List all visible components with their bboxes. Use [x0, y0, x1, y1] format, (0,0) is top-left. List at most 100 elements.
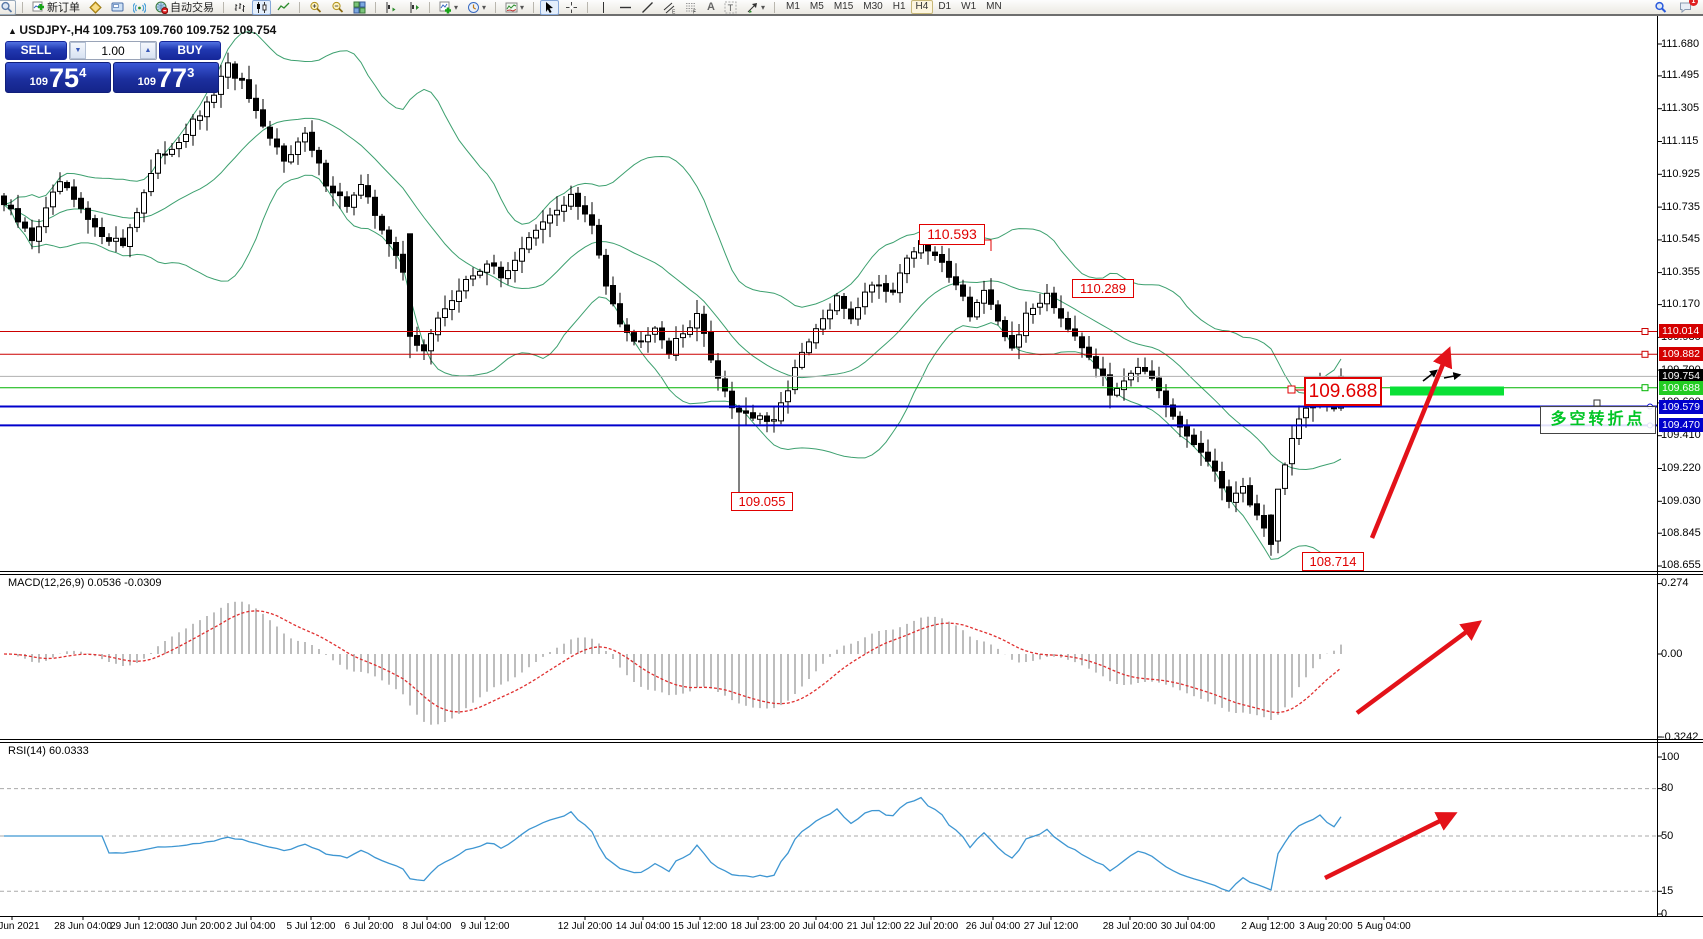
svg-text:F: F: [693, 9, 696, 14]
auto-scroll-icon: [386, 1, 396, 13]
red-trend-arrows[interactable]: [1324, 346, 1482, 881]
new-order-icon: [32, 1, 44, 11]
text-tool-button[interactable]: A: [704, 0, 718, 15]
market-watch-button[interactable]: [108, 0, 127, 15]
shapes-tool-button[interactable]: ▾: [743, 0, 768, 15]
timeframe-m30-button[interactable]: M30: [863, 1, 883, 12]
new-order-label: 新订单: [47, 2, 80, 14]
equidistant-channel-icon: E: [663, 2, 676, 14]
timeframe-d1-button[interactable]: D1: [938, 1, 952, 12]
periods-button[interactable]: ▾: [464, 0, 489, 15]
toolbar-separator: [587, 1, 589, 13]
symbol-quote-text: USDJPY-,H4 109.753 109.760 109.752 109.7…: [19, 23, 277, 37]
timeframe-m5-button[interactable]: M5: [809, 1, 824, 12]
tile-windows-icon: [353, 1, 366, 13]
axis-tick-marks: [11, 43, 1662, 920]
new-chart-button[interactable]: ▾: [436, 0, 461, 15]
timeframe-m1-button[interactable]: M1: [786, 1, 800, 12]
trendline-tool-button[interactable]: [638, 0, 657, 15]
volume-input[interactable]: [86, 42, 140, 59]
magnifier-icon: [1, 1, 13, 13]
timeframe-w1-button[interactable]: W1: [961, 1, 977, 12]
volume-increase-button[interactable]: ▲: [140, 42, 156, 59]
toolbar-separator: [495, 1, 497, 13]
chart-shift-icon: [410, 1, 419, 13]
sell-price-display[interactable]: 109 75 4: [5, 62, 111, 93]
chevron-down-icon: ▾: [761, 2, 766, 12]
timeframe-h4-button[interactable]: H4: [910, 0, 934, 14]
chevron-down-icon: ▾: [520, 2, 525, 12]
search-button[interactable]: [1651, 0, 1670, 15]
auto-scroll-button[interactable]: [382, 0, 401, 15]
search-icon-partial[interactable]: [0, 0, 16, 15]
buy-price-display[interactable]: 109 77 3: [113, 62, 219, 93]
timeframe-m15-button[interactable]: M15: [833, 1, 854, 12]
toolbar-right: 1: [1651, 0, 1701, 15]
crosshair-tool-button[interactable]: [562, 0, 581, 15]
fibonacci-icon: F: [686, 2, 696, 14]
timeframe-h1-button[interactable]: H1: [892, 1, 906, 12]
collapse-triangle-icon[interactable]: ▲: [8, 26, 20, 36]
text-label-icon: T: [724, 1, 737, 13]
volume-decrease-button[interactable]: ▼: [70, 42, 86, 59]
bar-chart-icon: [234, 2, 245, 12]
annotation-connectors: [983, 239, 1304, 394]
line-chart-button[interactable]: [274, 0, 293, 15]
buy-price-pipette: 3: [187, 65, 195, 80]
macd-signal-line: [3, 610, 1342, 714]
candlestick-chart-icon: [257, 1, 267, 13]
black-mini-arrows[interactable]: [1422, 369, 1462, 382]
channel-tool-button[interactable]: E: [660, 0, 679, 15]
window-border: [0, 14, 1703, 16]
zoom-in-button[interactable]: [306, 0, 325, 15]
autotrading-label: 自动交易: [170, 2, 214, 14]
toolbar-separator: [22, 1, 23, 13]
signals-button[interactable]: [130, 0, 149, 15]
green-resistance-band[interactable]: [1390, 386, 1504, 396]
sell-price-pipette: 4: [79, 65, 87, 80]
toolbar-separator: [533, 1, 535, 13]
buy-button[interactable]: BUY: [159, 41, 221, 60]
timeframe-mn-button[interactable]: MN: [986, 1, 1002, 12]
horizontal-line-tool-button[interactable]: [616, 0, 635, 15]
autotrading-button[interactable]: 自动交易: [152, 0, 217, 15]
sell-button[interactable]: SELL: [5, 41, 67, 60]
price-level-lines[interactable]: [0, 328, 1657, 429]
cursor-icon: [546, 1, 554, 13]
symbol-header[interactable]: ▲ USDJPY-,H4 109.753 109.760 109.752 109…: [8, 23, 276, 37]
buy-price-pips: 77: [157, 63, 188, 93]
candles-layer: [1, 52, 1344, 556]
chat-button[interactable]: 1: [1676, 0, 1698, 15]
profiles-button[interactable]: [86, 0, 105, 15]
rsi-level-lines: [0, 788, 1657, 892]
toolbar-separator: [429, 1, 430, 13]
timeframe-group: M1 M5 M15 M30 H1 H4 D1 W1 MN: [781, 0, 1007, 14]
market-watch-icon: [111, 2, 124, 11]
vertical-line-tool-button[interactable]: [594, 0, 613, 15]
indicators-button[interactable]: ▾: [502, 0, 527, 15]
one-click-trading-panel: SELL ▼ ▲ BUY 109 75 4 109 77 3: [5, 41, 221, 93]
toolbar-separator: [299, 1, 300, 13]
zoom-out-button[interactable]: [328, 0, 347, 15]
crosshair-icon: [566, 1, 578, 13]
text-label-tool-button[interactable]: T: [721, 0, 740, 15]
volume-spinner: ▼ ▲: [69, 41, 157, 60]
chevron-down-icon: ▾: [454, 2, 459, 12]
search-icon: [1655, 1, 1667, 13]
macd-histogram: [10, 601, 1342, 725]
new-order-button[interactable]: 新订单: [29, 0, 83, 15]
cursor-tool-button[interactable]: [540, 0, 560, 15]
note-selection-handle[interactable]: [1593, 399, 1601, 407]
chart-shift-button[interactable]: [404, 0, 423, 15]
new-chart-icon: [439, 1, 451, 13]
toolbar-separator: [774, 1, 776, 13]
svg-text:E: E: [672, 9, 676, 14]
buy-price-bigfigure: 109: [137, 76, 157, 88]
candlestick-chart-button[interactable]: [252, 0, 271, 15]
svg-text:T: T: [728, 3, 734, 13]
chevron-down-icon: ▾: [482, 2, 487, 12]
fibonacci-tool-button[interactable]: F: [682, 0, 701, 15]
bar-chart-button[interactable]: [230, 0, 249, 15]
tile-windows-button[interactable]: [350, 0, 369, 15]
